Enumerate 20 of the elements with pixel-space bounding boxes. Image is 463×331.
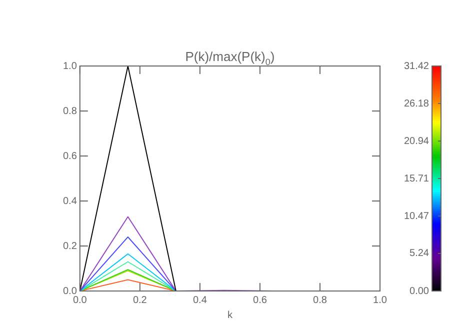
x-tick-label: 0.2: [132, 294, 148, 306]
color-bar-label: 15.71: [404, 173, 430, 184]
color-bar-label: 31.42: [404, 60, 430, 72]
x-tick-label: 1.0: [373, 294, 388, 306]
x-tick-label: 0.0: [72, 294, 88, 306]
x-axis-title: k: [227, 310, 234, 321]
y-tick-label: 0.6: [62, 150, 78, 162]
y-tick-label: 0.0: [62, 286, 78, 297]
color-bar-label: 26.18: [404, 98, 430, 110]
y-tick-label: 1.0: [62, 60, 78, 72]
y-tick-label: 0.4: [62, 196, 78, 207]
color-bar-label: 10.47: [404, 210, 430, 222]
color-bar-label: 0.00: [410, 286, 430, 297]
color-bar-label: 5.24: [410, 248, 430, 260]
y-tick-label: 0.2: [62, 240, 78, 252]
y-tick-label: 0.8: [62, 106, 78, 117]
x-tick-label: 0.4: [192, 294, 208, 306]
x-tick-label: 0.8: [313, 294, 328, 306]
color-bar-label: 20.94: [404, 136, 430, 147]
x-tick-label: 0.6: [253, 294, 268, 306]
